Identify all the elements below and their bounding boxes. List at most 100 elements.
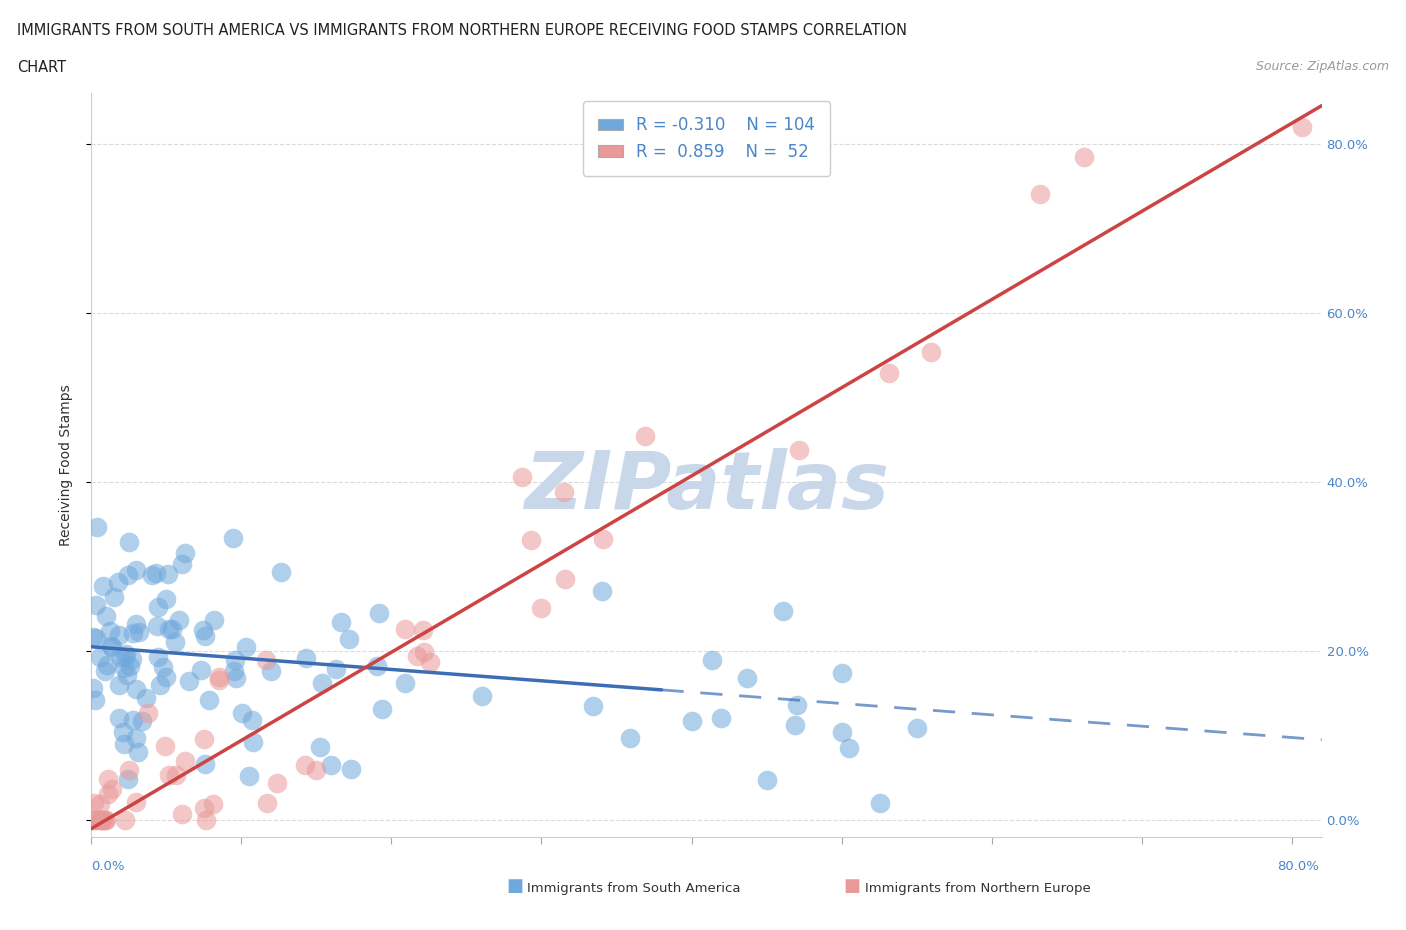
Point [145,566,167,581]
Point [194,757,217,772]
Point [591,584,613,599]
Point [97,771,120,786]
Point [94,608,117,623]
Point [155,591,177,606]
Point [146,599,169,614]
Point [84,693,107,708]
Point [838,740,860,755]
Point [118,535,141,550]
Point [413,644,436,659]
Point [112,737,135,751]
Point [162,622,184,637]
Point [152,659,174,674]
Point [155,738,177,753]
Point [84,631,107,645]
Point [141,567,163,582]
Point [831,724,853,739]
Point [198,693,221,708]
Point [94,813,117,828]
Point [93,813,115,828]
Point [174,545,197,560]
Point [222,664,245,679]
Text: ■: ■ [506,877,523,895]
Point [309,740,332,755]
Point [920,344,942,359]
Point [193,801,215,816]
Point [224,652,246,667]
Point [108,628,131,643]
Point [84,598,107,613]
Point [634,429,657,444]
Point [194,629,217,644]
Point [337,631,360,646]
Point [510,470,533,485]
Point [149,677,172,692]
Point [148,649,170,664]
Point [146,618,169,633]
Point [83,813,105,828]
Point [136,706,159,721]
Point [82,630,104,644]
Point [339,762,361,777]
Point [710,711,733,725]
Point [681,713,703,728]
Point [173,753,195,768]
Point [406,648,429,663]
Point [190,662,212,677]
Point [1029,187,1052,202]
Point [86,520,108,535]
Point [260,664,283,679]
Point [869,795,891,810]
Point [86,813,108,828]
Point [325,661,347,676]
Text: IMMIGRANTS FROM SOUTH AMERICA VS IMMIGRANTS FROM NORTHERN EUROPE RECEIVING FOOD : IMMIGRANTS FROM SOUTH AMERICA VS IMMIGRA… [17,23,907,38]
Point [1073,150,1095,165]
Point [125,794,148,809]
Point [202,612,225,627]
Point [191,622,214,637]
Point [319,758,342,773]
Legend: R = -0.310    N = 104, R =  0.859    N =  52: R = -0.310 N = 104, R = 0.859 N = 52 [583,101,830,176]
Point [194,813,217,828]
Point [755,773,778,788]
Point [89,813,111,828]
Point [100,782,122,797]
Point [412,622,434,637]
Point [530,601,553,616]
Point [121,652,143,667]
Point [305,763,328,777]
Point [394,621,416,636]
Point [235,640,257,655]
Point [329,614,352,629]
Point [1291,119,1313,134]
Point [787,443,810,458]
Point [114,813,136,828]
Point [240,713,263,728]
Point [94,663,117,678]
Point [101,639,124,654]
Point [114,649,136,664]
Text: Immigrants from Northern Europe: Immigrants from Northern Europe [865,882,1091,895]
Point [96,658,118,673]
Text: ZIPatlas: ZIPatlas [524,448,889,526]
Point [89,649,111,664]
Point [128,625,150,640]
Point [83,796,105,811]
Point [157,621,180,636]
Point [554,571,576,586]
Point [122,625,145,640]
Point [419,655,441,670]
Point [135,691,157,706]
Point [108,678,131,693]
Point [256,796,278,811]
Point [115,646,138,661]
Point [112,724,135,739]
Point [103,590,125,604]
Point [100,638,122,653]
Point [125,731,148,746]
Point [155,670,177,684]
Point [167,613,190,628]
Point [107,574,129,589]
Point [471,689,494,704]
Text: CHART: CHART [17,60,66,75]
